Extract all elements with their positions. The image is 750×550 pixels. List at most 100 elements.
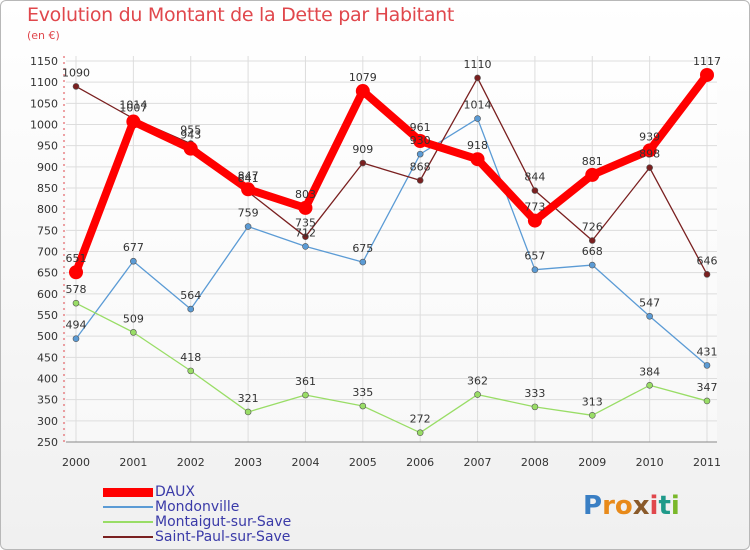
series-line-mondonville	[75, 117, 708, 366]
data-point-saint-paul-sur-save	[703, 271, 711, 278]
data-point-saint-paul-sur-save	[416, 177, 424, 184]
data-point-mondonville	[130, 257, 137, 265]
legend-label: DAUX	[155, 484, 195, 500]
data-label: 578	[66, 283, 87, 296]
y-tick-label: 800	[37, 203, 58, 216]
brand-letter: P	[583, 491, 603, 521]
legend-swatch	[103, 536, 153, 538]
data-label: 909	[352, 143, 373, 156]
data-point-montaigut-sur-save	[474, 391, 481, 398]
y-tick-label: 350	[37, 394, 58, 407]
brand-letter: i	[670, 491, 680, 521]
data-label: 939	[639, 130, 660, 143]
data-label: 773	[524, 201, 545, 214]
data-label: 333	[524, 387, 545, 400]
data-point-montaigut-sur-save	[703, 397, 711, 405]
data-point-saint-paul-sur-save	[302, 233, 309, 240]
data-point-saint-paul-sur-save	[359, 159, 367, 167]
data-point-montaigut-sur-save	[531, 403, 539, 411]
y-tick-label: 1000	[30, 119, 58, 132]
x-tick-label: 2004	[291, 456, 319, 469]
data-point-saint-paul-sur-save	[531, 187, 539, 194]
legend-label: Mondonville	[155, 499, 240, 515]
data-label: 362	[467, 375, 488, 388]
y-tick-label: 1100	[30, 76, 58, 89]
x-tick-label: 2011	[693, 456, 721, 469]
data-label: 564	[180, 289, 201, 302]
data-point-montaigut-sur-save	[72, 299, 80, 307]
y-tick-label: 1050	[30, 97, 58, 110]
data-point-montaigut-sur-save	[416, 429, 424, 436]
data-label: 898	[639, 148, 660, 161]
data-point-daux	[413, 134, 428, 149]
data-label: 272	[410, 413, 431, 426]
brand-letter: t	[658, 491, 671, 521]
data-label: 841	[238, 172, 259, 185]
data-label: 431	[697, 345, 718, 358]
series-line-saint-paul-sur-save	[75, 77, 708, 275]
x-tick-label: 2009	[578, 456, 606, 469]
data-point-daux	[126, 114, 141, 129]
brand-letter: x	[632, 491, 650, 521]
data-point-saint-paul-sur-save	[646, 164, 653, 171]
data-label: 347	[697, 381, 718, 394]
data-label: 955	[180, 124, 201, 137]
series-line-daux	[72, 72, 711, 274]
data-label: 961	[410, 121, 431, 134]
data-label: 1014	[119, 99, 147, 112]
y-tick-label: 1150	[30, 55, 58, 68]
data-point-daux	[470, 152, 485, 167]
x-tick-label: 2003	[234, 456, 262, 469]
data-label: 384	[639, 365, 660, 378]
data-point-montaigut-sur-save	[130, 329, 137, 336]
data-point-montaigut-sur-save	[646, 381, 653, 389]
data-point-mondonville	[416, 150, 424, 158]
y-tick-label: 650	[37, 267, 58, 280]
data-point-montaigut-sur-save	[187, 367, 195, 375]
y-tick-label: 500	[37, 330, 58, 343]
data-point-saint-paul-sur-save	[474, 74, 481, 82]
data-point-saint-paul-sur-save	[588, 237, 596, 244]
data-point-daux	[642, 143, 657, 158]
x-tick-label: 2002	[177, 456, 205, 469]
legend-label: Montaigut-sur-Save	[155, 514, 292, 530]
data-label: 1079	[349, 71, 377, 84]
data-point-mondonville	[474, 115, 481, 122]
data-point-daux	[700, 67, 714, 82]
data-label: 361	[295, 375, 316, 388]
y-tick-label: 950	[37, 140, 58, 153]
data-point-daux	[298, 200, 313, 215]
chart-title: Evolution du Montant de la Dette par Hab…	[27, 4, 455, 26]
data-point-mondonville	[187, 305, 195, 313]
data-label: 881	[582, 155, 603, 168]
data-label: 712	[295, 226, 316, 239]
data-point-mondonville	[244, 223, 252, 230]
x-tick-label: 2000	[62, 456, 90, 469]
data-label: 847	[238, 169, 259, 182]
data-label: 335	[352, 386, 373, 399]
chart-unit: (en €)	[27, 29, 60, 42]
data-point-montaigut-sur-save	[359, 402, 367, 410]
data-label: 918	[467, 139, 488, 152]
data-label: 1090	[62, 66, 90, 79]
y-tick-label: 400	[37, 373, 58, 386]
data-point-mondonville	[703, 362, 711, 369]
brand-letter: r	[602, 491, 615, 521]
data-label: 651	[66, 252, 87, 265]
data-label: 1117	[693, 55, 721, 68]
data-point-mondonville	[302, 243, 309, 250]
y-tick-label: 550	[37, 309, 58, 322]
data-label: 943	[180, 129, 201, 142]
data-label: 547	[639, 296, 660, 309]
data-label: 657	[524, 250, 545, 263]
data-point-montaigut-sur-save	[302, 391, 309, 399]
legend-swatch	[103, 487, 153, 497]
x-tick-label: 2001	[119, 456, 147, 469]
data-point-daux	[183, 141, 198, 156]
data-label: 1014	[464, 99, 492, 112]
data-point-mondonville	[646, 312, 653, 320]
y-tick-label: 300	[37, 415, 58, 428]
data-label: 321	[238, 392, 259, 405]
y-tick-label: 750	[37, 224, 58, 237]
